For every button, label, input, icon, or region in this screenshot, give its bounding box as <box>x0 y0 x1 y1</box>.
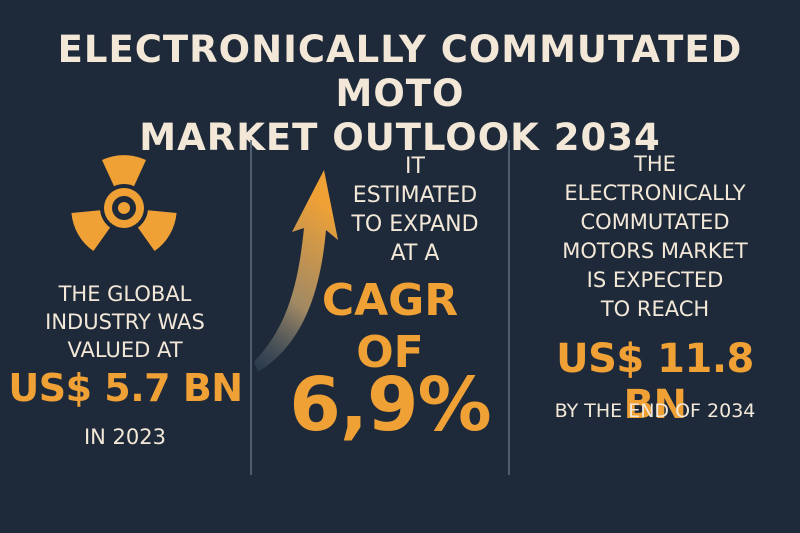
forecast-value-2034: US$ 11.8 BN <box>556 336 754 428</box>
expand-line-1: IT <box>405 154 425 179</box>
page-title: ELECTRONICALLY COMMUTATED MOTO MARKET OU… <box>0 28 800 160</box>
expand-description: IT ESTIMATED TO EXPAND AT A <box>340 152 490 268</box>
forecast-line-2: ELECTRONICALLY <box>564 181 746 205</box>
title-line-1: ELECTRONICALLY COMMUTATED MOTO <box>57 28 743 115</box>
industry-line-3: VALUED AT <box>67 338 183 362</box>
cagr-rate: 6,9% <box>289 362 491 448</box>
forecast-description: THE ELECTRONICALLY COMMUTATED MOTORS MAR… <box>520 150 790 324</box>
forecast-line-5: IS EXPECTED <box>586 268 724 292</box>
valuation-year: IN 2023 <box>83 425 167 449</box>
cagr-label: CAGR OF <box>280 275 500 379</box>
valuation-2023: US$ 5.7 BN <box>8 366 243 410</box>
arrow-up-icon <box>254 170 338 372</box>
column-divider-left <box>250 140 252 475</box>
industry-line-1: THE GLOBAL <box>58 282 192 306</box>
cagr-line-2: OF <box>356 327 424 378</box>
forecast-end-year: BY THE END OF 2034 <box>554 400 756 422</box>
fan-icon <box>71 155 177 252</box>
cagr-line-1: CAGR <box>321 275 459 326</box>
forecast-line-4: MOTORS MARKET <box>562 239 748 263</box>
expand-line-4: AT A <box>390 241 440 266</box>
forecast-line-6: TO REACH <box>600 297 710 321</box>
forecast-line-1: THE <box>634 152 676 176</box>
expand-line-3: TO EXPAND <box>351 212 479 237</box>
industry-line-2: INDUSTRY WAS <box>45 310 205 334</box>
industry-description: THE GLOBAL INDUSTRY WAS VALUED AT <box>20 280 230 364</box>
column-divider-right <box>508 140 510 475</box>
forecast-line-3: COMMUTATED <box>580 210 730 234</box>
expand-line-2: ESTIMATED <box>352 183 478 208</box>
title-line-2: MARKET OUTLOOK 2034 <box>139 116 661 159</box>
